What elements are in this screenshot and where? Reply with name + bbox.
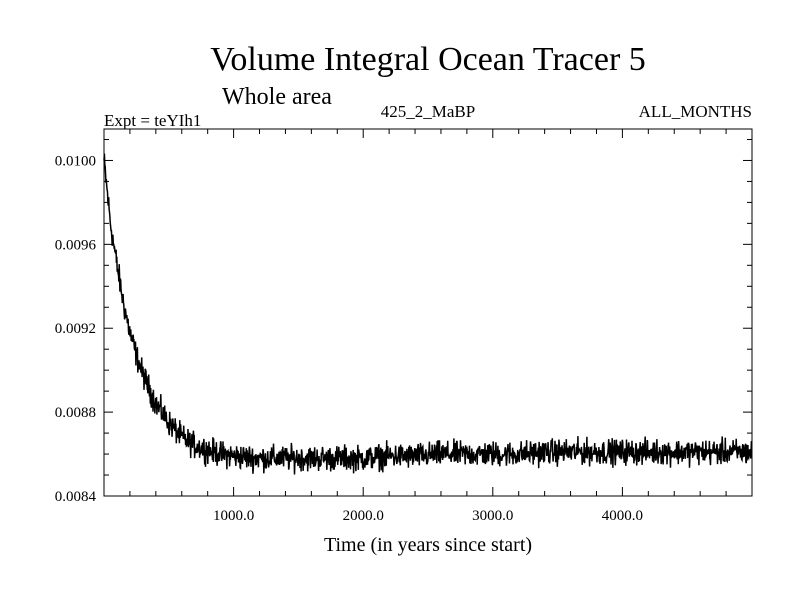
x-tick-label: 3000.0	[472, 508, 513, 524]
y-tick-label: 0.0084	[55, 489, 97, 505]
y-tick-label: 0.0088	[55, 405, 96, 421]
series-line	[103, 153, 753, 475]
period-label: ALL_MONTHS	[639, 102, 752, 121]
x-tick-label: 2000.0	[343, 508, 384, 524]
x-tick-label: 4000.0	[602, 508, 643, 524]
chart-title: Volume Integral Ocean Tracer 5	[210, 41, 646, 78]
y-tick-label: 0.0092	[55, 321, 96, 337]
plot-frame	[103, 128, 753, 497]
axis-tick-labels: 1000.0 2000.0 3000.0 4000.0 0.0084 0.0088 0.00…	[55, 153, 643, 524]
x-axis-label: Time (in years since start)	[324, 534, 532, 556]
y-tick-label: 0.0096	[55, 237, 97, 253]
y-tick-label: 0.0100	[55, 153, 96, 169]
run-label: 425_2_MaBP	[381, 102, 475, 121]
experiment-label: Expt = teYIh1	[104, 111, 201, 130]
axis-ticks	[104, 129, 752, 497]
chart-subtitle: Whole area	[222, 84, 332, 110]
series-group	[103, 153, 753, 475]
x-tick-label: 1000.0	[213, 508, 254, 524]
